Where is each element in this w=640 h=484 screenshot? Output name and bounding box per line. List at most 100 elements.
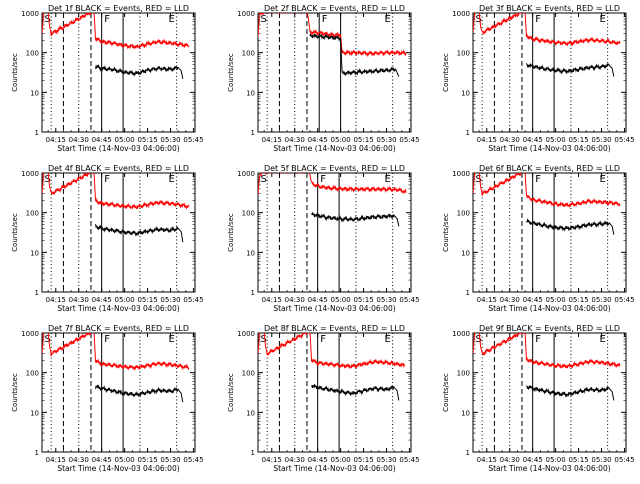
series-line-lld [258, 333, 406, 370]
y-axis-label: Counts/sec [11, 373, 19, 412]
x-tick-label: 04:15 [262, 136, 282, 144]
x-axis-label: Start Time (14-Nov-03 04:06:00) [273, 304, 395, 313]
series-line-lld [258, 13, 407, 58]
x-tick-label: 04:45 [308, 296, 328, 304]
y-tick-label: 10 [246, 89, 255, 97]
x-tick-label: 04:30 [69, 136, 89, 144]
y-tick-label: 1000 [452, 330, 470, 338]
x-tick-label: 05:00 [546, 136, 566, 144]
y-tick-label: 1 [35, 289, 39, 297]
y-tick-label: 100 [457, 50, 470, 58]
y-axis-label: Counts/sec [442, 373, 450, 412]
plot-frame [41, 332, 196, 453]
x-axis-label: Start Time (14-Nov-03 04:06:00) [57, 464, 179, 473]
x-tick-label: 04:45 [92, 456, 112, 464]
event-mark-F: F [320, 174, 326, 185]
series-line-events [309, 33, 400, 77]
x-tick-label: 05:15 [353, 136, 373, 144]
x-tick-label: 05:00 [331, 296, 351, 304]
x-tick-label: 05:00 [331, 136, 351, 144]
event-mark-F: F [535, 14, 541, 25]
y-tick-label: 10 [461, 409, 470, 417]
chart-title: Det 6f BLACK = Events, RED = LLD [479, 164, 620, 173]
event-mark-F: F [104, 174, 110, 185]
x-tick-label: 05:30 [376, 136, 396, 144]
x-tick-label: 04:45 [523, 136, 543, 144]
x-tick-label: 05:30 [591, 296, 611, 304]
chart-title: Det 2f BLACK = Events, RED = LLD [264, 4, 405, 13]
chart-title: Det 5f BLACK = Events, RED = LLD [264, 164, 405, 173]
x-tick-label: 05:45 [399, 296, 419, 304]
event-mark-S: S [476, 174, 482, 185]
x-axis-label: Start Time (14-Nov-03 04:06:00) [488, 464, 610, 473]
y-axis-label: Counts/sec [227, 53, 235, 92]
event-mark-F: F [535, 334, 541, 345]
y-tick-label: 10 [246, 249, 255, 257]
x-tick-label: 05:45 [399, 136, 419, 144]
y-tick-label: 100 [26, 370, 39, 378]
y-tick-label: 1 [251, 129, 255, 137]
event-mark-S: S [45, 14, 51, 25]
x-axis-label: Start Time (14-Nov-03 04:06:00) [488, 304, 610, 313]
y-tick-label: 1 [251, 449, 255, 457]
event-mark-F: F [104, 14, 110, 25]
y-tick-label: 100 [242, 210, 255, 218]
y-axis-label: Counts/sec [227, 213, 235, 252]
y-tick-label: 1 [466, 449, 470, 457]
chart-title: Det 8f BLACK = Events, RED = LLD [264, 324, 405, 333]
y-tick-label: 100 [457, 210, 470, 218]
chart-title: Det 1f BLACK = Events, RED = LLD [48, 4, 189, 13]
event-mark-E: E [168, 334, 174, 345]
series-line-lld [42, 13, 190, 50]
y-axis-label: Counts/sec [227, 373, 235, 412]
x-tick-label: 05:00 [115, 456, 135, 464]
y-tick-label: 1 [35, 449, 39, 457]
x-tick-label: 04:30 [285, 296, 305, 304]
x-tick-label: 04:45 [308, 136, 328, 144]
y-tick-label: 1000 [21, 170, 39, 178]
x-tick-label: 05:30 [160, 296, 180, 304]
x-tick-label: 05:45 [183, 296, 203, 304]
x-tick-label: 05:45 [399, 456, 419, 464]
event-mark-S: S [45, 174, 51, 185]
series-line-events [526, 384, 615, 401]
x-tick-label: 04:15 [46, 136, 66, 144]
series-line-lld [473, 13, 621, 47]
series-line-lld [42, 173, 190, 210]
y-tick-label: 10 [461, 249, 470, 257]
y-tick-label: 100 [242, 370, 255, 378]
event-mark-S: S [261, 334, 267, 345]
x-tick-label: 05:45 [614, 456, 634, 464]
x-tick-label: 05:45 [183, 136, 203, 144]
x-tick-label: 05:45 [183, 456, 203, 464]
event-mark-S: S [476, 334, 482, 345]
x-tick-label: 05:15 [353, 296, 373, 304]
x-tick-label: 04:15 [477, 136, 497, 144]
event-mark-S: S [476, 14, 482, 25]
y-tick-label: 1000 [452, 170, 470, 178]
x-tick-label: 05:30 [376, 296, 396, 304]
x-tick-label: 05:45 [614, 296, 634, 304]
y-tick-label: 1000 [237, 10, 255, 18]
y-axis-label: Counts/sec [442, 53, 450, 92]
chart-title: Det 4f BLACK = Events, RED = LLD [48, 164, 189, 173]
y-tick-label: 10 [246, 409, 255, 417]
x-tick-label: 04:30 [285, 456, 305, 464]
x-tick-label: 05:00 [546, 456, 566, 464]
x-tick-label: 05:30 [376, 456, 396, 464]
y-tick-label: 1 [466, 129, 470, 137]
y-tick-label: 1000 [237, 170, 255, 178]
plot-frame [257, 12, 412, 133]
x-axis-label: Start Time (14-Nov-03 04:06:00) [273, 144, 395, 153]
series-line-lld [42, 333, 190, 371]
event-mark-E: E [599, 334, 605, 345]
x-axis-label: Start Time (14-Nov-03 04:06:00) [273, 464, 395, 473]
y-tick-label: 1 [251, 289, 255, 297]
y-tick-label: 100 [457, 370, 470, 378]
